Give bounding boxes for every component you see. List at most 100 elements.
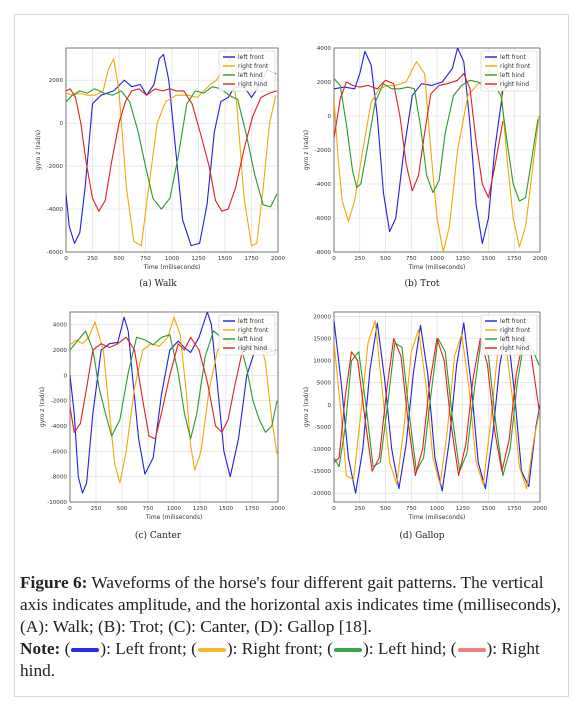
plot-frame: [333, 47, 541, 253]
x-tick-label: 1750: [245, 506, 260, 512]
y-tick-label: 2000: [49, 78, 64, 84]
x-tick-label: 1000: [167, 506, 182, 512]
x-tick-label: 1500: [481, 256, 496, 262]
y-tick-label: -2000: [315, 148, 332, 154]
x-tick-label: 0: [332, 506, 336, 512]
y-tick-label: 0: [63, 373, 67, 379]
y-tick-label: -6000: [51, 449, 68, 455]
note-item-prefix: (: [446, 639, 457, 658]
legend-label: left front: [238, 54, 265, 61]
y-tick-label: -20000: [311, 491, 331, 497]
note-items: (): Left front; (): Right front; (): Lef…: [20, 639, 540, 680]
x-tick-label: 1750: [507, 506, 522, 512]
x-tick-label: 750: [140, 256, 151, 262]
y-tick-label: 2000: [53, 348, 68, 354]
canter-chart-panel: 0 250 500 750 1000 1250 1500 1750 2000 -10000 -800…: [28, 306, 288, 546]
x-tick-label: 2000: [271, 256, 286, 262]
x-tick-label: 250: [87, 256, 98, 262]
x-tick-label: 1250: [193, 506, 208, 512]
y-tick-label: -10000: [311, 447, 331, 453]
x-tick-label: 1000: [165, 256, 180, 262]
y-tick-label: 15000: [313, 337, 331, 343]
x-tick-label: 1250: [456, 256, 471, 262]
series-line-left-hind: [334, 78, 539, 202]
legend-label: right hind: [238, 81, 267, 88]
gallop-chart-panel: 0 250 500 750 1000 1250 1500 1750 2000 -20000 -150…: [294, 306, 550, 546]
y-axis-label: gyro z (rad/s): [35, 130, 42, 170]
series-line-right-hind: [334, 72, 504, 199]
x-tick-label: 500: [114, 256, 125, 262]
series-line-right-hind: [334, 337, 540, 477]
legend-label: left front: [500, 54, 527, 61]
series-group: [334, 48, 540, 252]
x-tick-label: 1000: [430, 506, 445, 512]
y-axis-label: gyro z (rad/s): [303, 387, 310, 427]
y-tick-label: 0: [327, 403, 331, 409]
x-axis-label: Time (miliseconds): [408, 264, 466, 271]
x-axis-label: Time (miliseconds): [145, 514, 203, 521]
y-tick-label: 4000: [317, 46, 332, 52]
x-tick-label: 0: [64, 256, 68, 262]
x-tick-label: 1500: [218, 256, 233, 262]
legend-swatch-icon: [457, 648, 486, 653]
note-item-prefix: (: [186, 639, 197, 658]
legend-swatch-icon: [197, 648, 226, 653]
note-item-label: ): Left hind;: [362, 639, 447, 658]
x-tick-label: 2000: [271, 506, 286, 512]
legend-box: [218, 314, 276, 356]
y-tick-label: -2000: [47, 164, 64, 170]
legend-box: [480, 50, 538, 92]
canter-chart-caption: (c) Canter: [134, 531, 182, 541]
y-tick-label: -2000: [51, 399, 68, 405]
x-tick-label: 2000: [533, 506, 548, 512]
x-tick-label: 0: [68, 506, 72, 512]
series-line-right-hind: [66, 88, 278, 212]
legend-label: right hind: [500, 81, 529, 88]
x-tick-label: 250: [91, 506, 102, 512]
canter-chart: 0 250 500 750 1000 1250 1500 1750 2000 -10000 -800…: [39, 311, 286, 521]
note-item-prefix: (: [60, 639, 71, 658]
trot-chart: 0 250 500 750 1000 1250 1500 1750 2000 -8000 -6000…: [303, 46, 548, 271]
y-tick-label: -4000: [47, 207, 64, 213]
y-tick-label: -4000: [315, 182, 332, 188]
y-tick-label: 2000: [317, 80, 332, 86]
y-tick-label: 0: [59, 121, 63, 127]
y-tick-label: -6000: [47, 250, 64, 256]
legend-label: left hind: [500, 72, 525, 79]
y-tick-label: -6000: [315, 216, 332, 222]
legend-label: left hind: [500, 336, 525, 343]
plot-frame: [65, 47, 279, 253]
note-item-label: ): Right hind.: [20, 639, 540, 680]
legend-box: [218, 50, 276, 92]
x-tick-label: 500: [380, 256, 391, 262]
series-line-left-hind: [70, 330, 278, 440]
note-item-label: ): Left front;: [100, 639, 187, 658]
gallop-chart: 0 250 500 750 1000 1250 1500 1750 2000 -20000 -150…: [303, 311, 548, 521]
note-item-prefix: (: [322, 639, 333, 658]
legend-label: right front: [500, 63, 531, 70]
y-tick-label: -8000: [315, 250, 332, 256]
y-tick-label: 10000: [313, 359, 331, 365]
trot-chart-panel: 0 250 500 750 1000 1250 1500 1750 2000 -8000 -6000…: [294, 42, 550, 298]
series-line-right-front: [334, 55, 540, 252]
walk-chart: 0 250 500 750 1000 1250 1500 1750 2000 -6000 -4000…: [35, 47, 286, 271]
gallop-chart-caption: (d) Gallop: [399, 531, 445, 541]
note-label: Note:: [20, 639, 61, 658]
series-line-left-hind: [66, 86, 278, 210]
note-item-label: ): Right front;: [226, 639, 323, 658]
x-tick-label: 1250: [456, 506, 471, 512]
x-tick-label: 2000: [533, 256, 548, 262]
series-line-left-front: [70, 312, 272, 494]
walk-chart-panel: 0 250 500 750 1000 1250 1500 1750 2000 -6000 -4000…: [28, 42, 288, 298]
series-line-left-front: [334, 48, 520, 245]
y-tick-label: -10000: [47, 500, 67, 506]
legend-label: left hind: [238, 336, 263, 343]
y-axis-label: gyro z (rad/s): [39, 387, 46, 427]
y-tick-label: 4000: [53, 323, 68, 329]
x-axis-label: Time (miliseconds): [408, 514, 466, 521]
x-tick-label: 1000: [430, 256, 445, 262]
y-tick-label: 0: [327, 114, 331, 120]
x-tick-label: 750: [406, 256, 417, 262]
y-tick-label: -8000: [51, 475, 68, 481]
legend-label: right hind: [500, 345, 529, 352]
